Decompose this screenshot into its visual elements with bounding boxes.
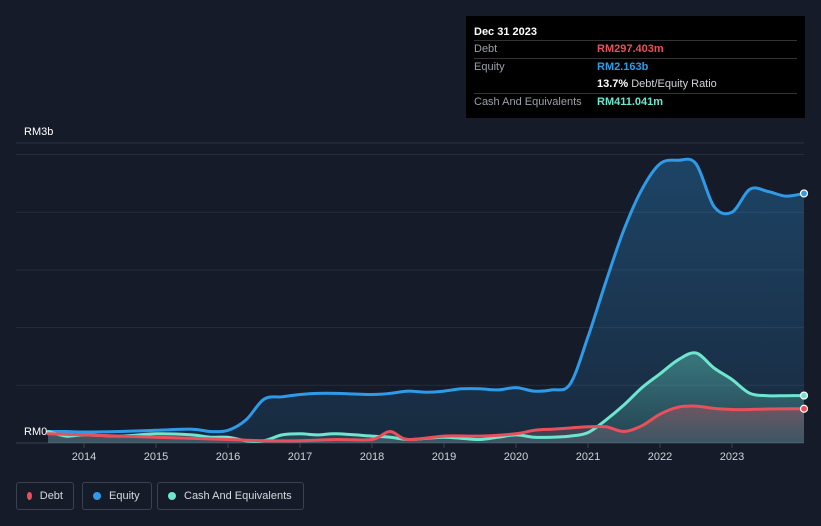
tooltip-value-equity: RM2.163b (597, 61, 649, 73)
x-tick-label: 2022 (648, 451, 672, 463)
x-tick-label: 2023 (720, 451, 744, 463)
x-axis-ticks: 2014 2015 2016 2017 2018 2019 2020 2021 2022 2023 (72, 443, 744, 463)
equity-area (48, 159, 804, 443)
x-tick-label: 2014 (72, 451, 96, 463)
series-endpoints (799, 189, 809, 413)
tooltip-row-ratio: 13.7% Debt/Equity Ratio (474, 76, 797, 93)
legend-label-equity: Equity (109, 490, 140, 502)
tooltip-row-cash: Cash And Equivalents RM411.041m (474, 93, 797, 111)
x-tick-label: 2020 (504, 451, 528, 463)
x-tick-label: 2015 (144, 451, 168, 463)
tooltip-value-debt: RM297.403m (597, 43, 664, 55)
cash-and-equivalents-area (48, 352, 804, 443)
y-top-label: RM3b (24, 126, 53, 138)
tooltip-label (474, 76, 597, 93)
tooltip-value-ratio: 13.7% (597, 78, 629, 90)
legend-debt[interactable]: Debt (16, 482, 74, 510)
tooltip-label: Equity (474, 61, 505, 73)
x-tick-label: 2018 (360, 451, 384, 463)
tooltip-value-cash: RM411.041m (597, 96, 664, 108)
cash-and-equivalents-endpoint (799, 391, 809, 400)
debt-legend-dot (27, 492, 32, 500)
debt-endpoint (799, 404, 809, 413)
x-tick-label: 2016 (216, 451, 240, 463)
cash-legend-dot (168, 492, 176, 500)
tooltip-label: Debt (474, 43, 498, 55)
legend-equity[interactable]: Equity (82, 482, 152, 510)
equity-line (46, 157, 806, 434)
debt-area (48, 406, 804, 443)
equity-legend-dot (93, 492, 101, 500)
x-tick-label: 2017 (288, 451, 312, 463)
cash-and-equivalents-line (46, 351, 806, 443)
legend-label-debt: Debt (39, 490, 63, 502)
equity-endpoint (799, 189, 809, 198)
tooltip-date: Dec 31 2023 (474, 26, 537, 38)
y-bottom-label: RM0 (24, 426, 47, 438)
debt-line (46, 404, 806, 443)
series-areas (48, 159, 804, 443)
tooltip-label: Cash And Equivalents (474, 96, 582, 108)
x-tick-label: 2021 (576, 451, 600, 463)
x-tick-label: 2019 (432, 451, 456, 463)
legend-cash[interactable]: Cash And Equivalents (157, 482, 304, 510)
tooltip-ratio-label: Debt/Equity Ratio (631, 78, 717, 90)
legend-label-cash: Cash And Equivalents (184, 490, 292, 502)
tooltip-row-equity: Equity RM2.163b (474, 58, 797, 76)
tooltip-row-debt: Debt RM297.403m (474, 40, 797, 58)
tooltip-panel: Dec 31 2023 Debt RM297.403m Equity RM2.1… (466, 16, 805, 118)
series-lines (46, 157, 806, 443)
